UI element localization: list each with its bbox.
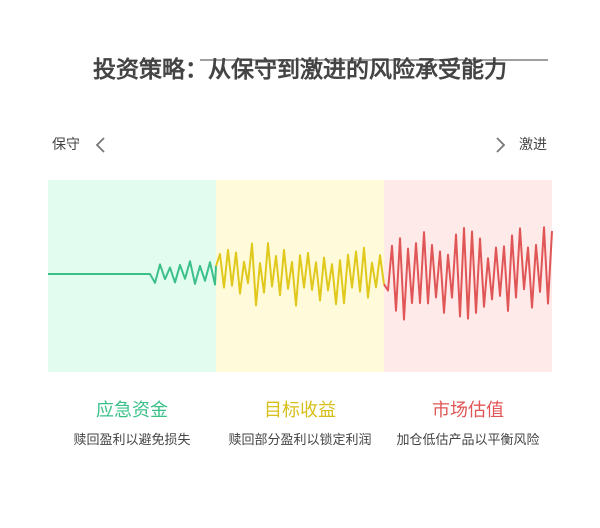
section-title: 应急资金 — [96, 400, 168, 421]
zone-conservative — [48, 180, 216, 372]
section-description: 赎回部分盈利以锁定利润 — [228, 433, 372, 448]
section-description: 赎回盈利以避免损失 — [73, 433, 191, 448]
right-chevron — [496, 137, 506, 153]
zone-balanced — [216, 180, 384, 372]
title: 投资策略：从保守到激进的风险承受能力 — [93, 57, 507, 83]
scale-left: 保守 — [52, 137, 80, 153]
wave-aggressive — [383, 226, 553, 321]
section-title: 市场估值 — [432, 400, 504, 421]
section-title: 目标收益 — [264, 400, 336, 421]
scale-right: 激进 — [519, 137, 547, 153]
wave-balanced — [215, 242, 385, 307]
wave-conservative — [48, 260, 217, 286]
left-chevron — [95, 137, 105, 153]
section-description: 加仓低估产品以平衡风险 — [396, 433, 540, 448]
